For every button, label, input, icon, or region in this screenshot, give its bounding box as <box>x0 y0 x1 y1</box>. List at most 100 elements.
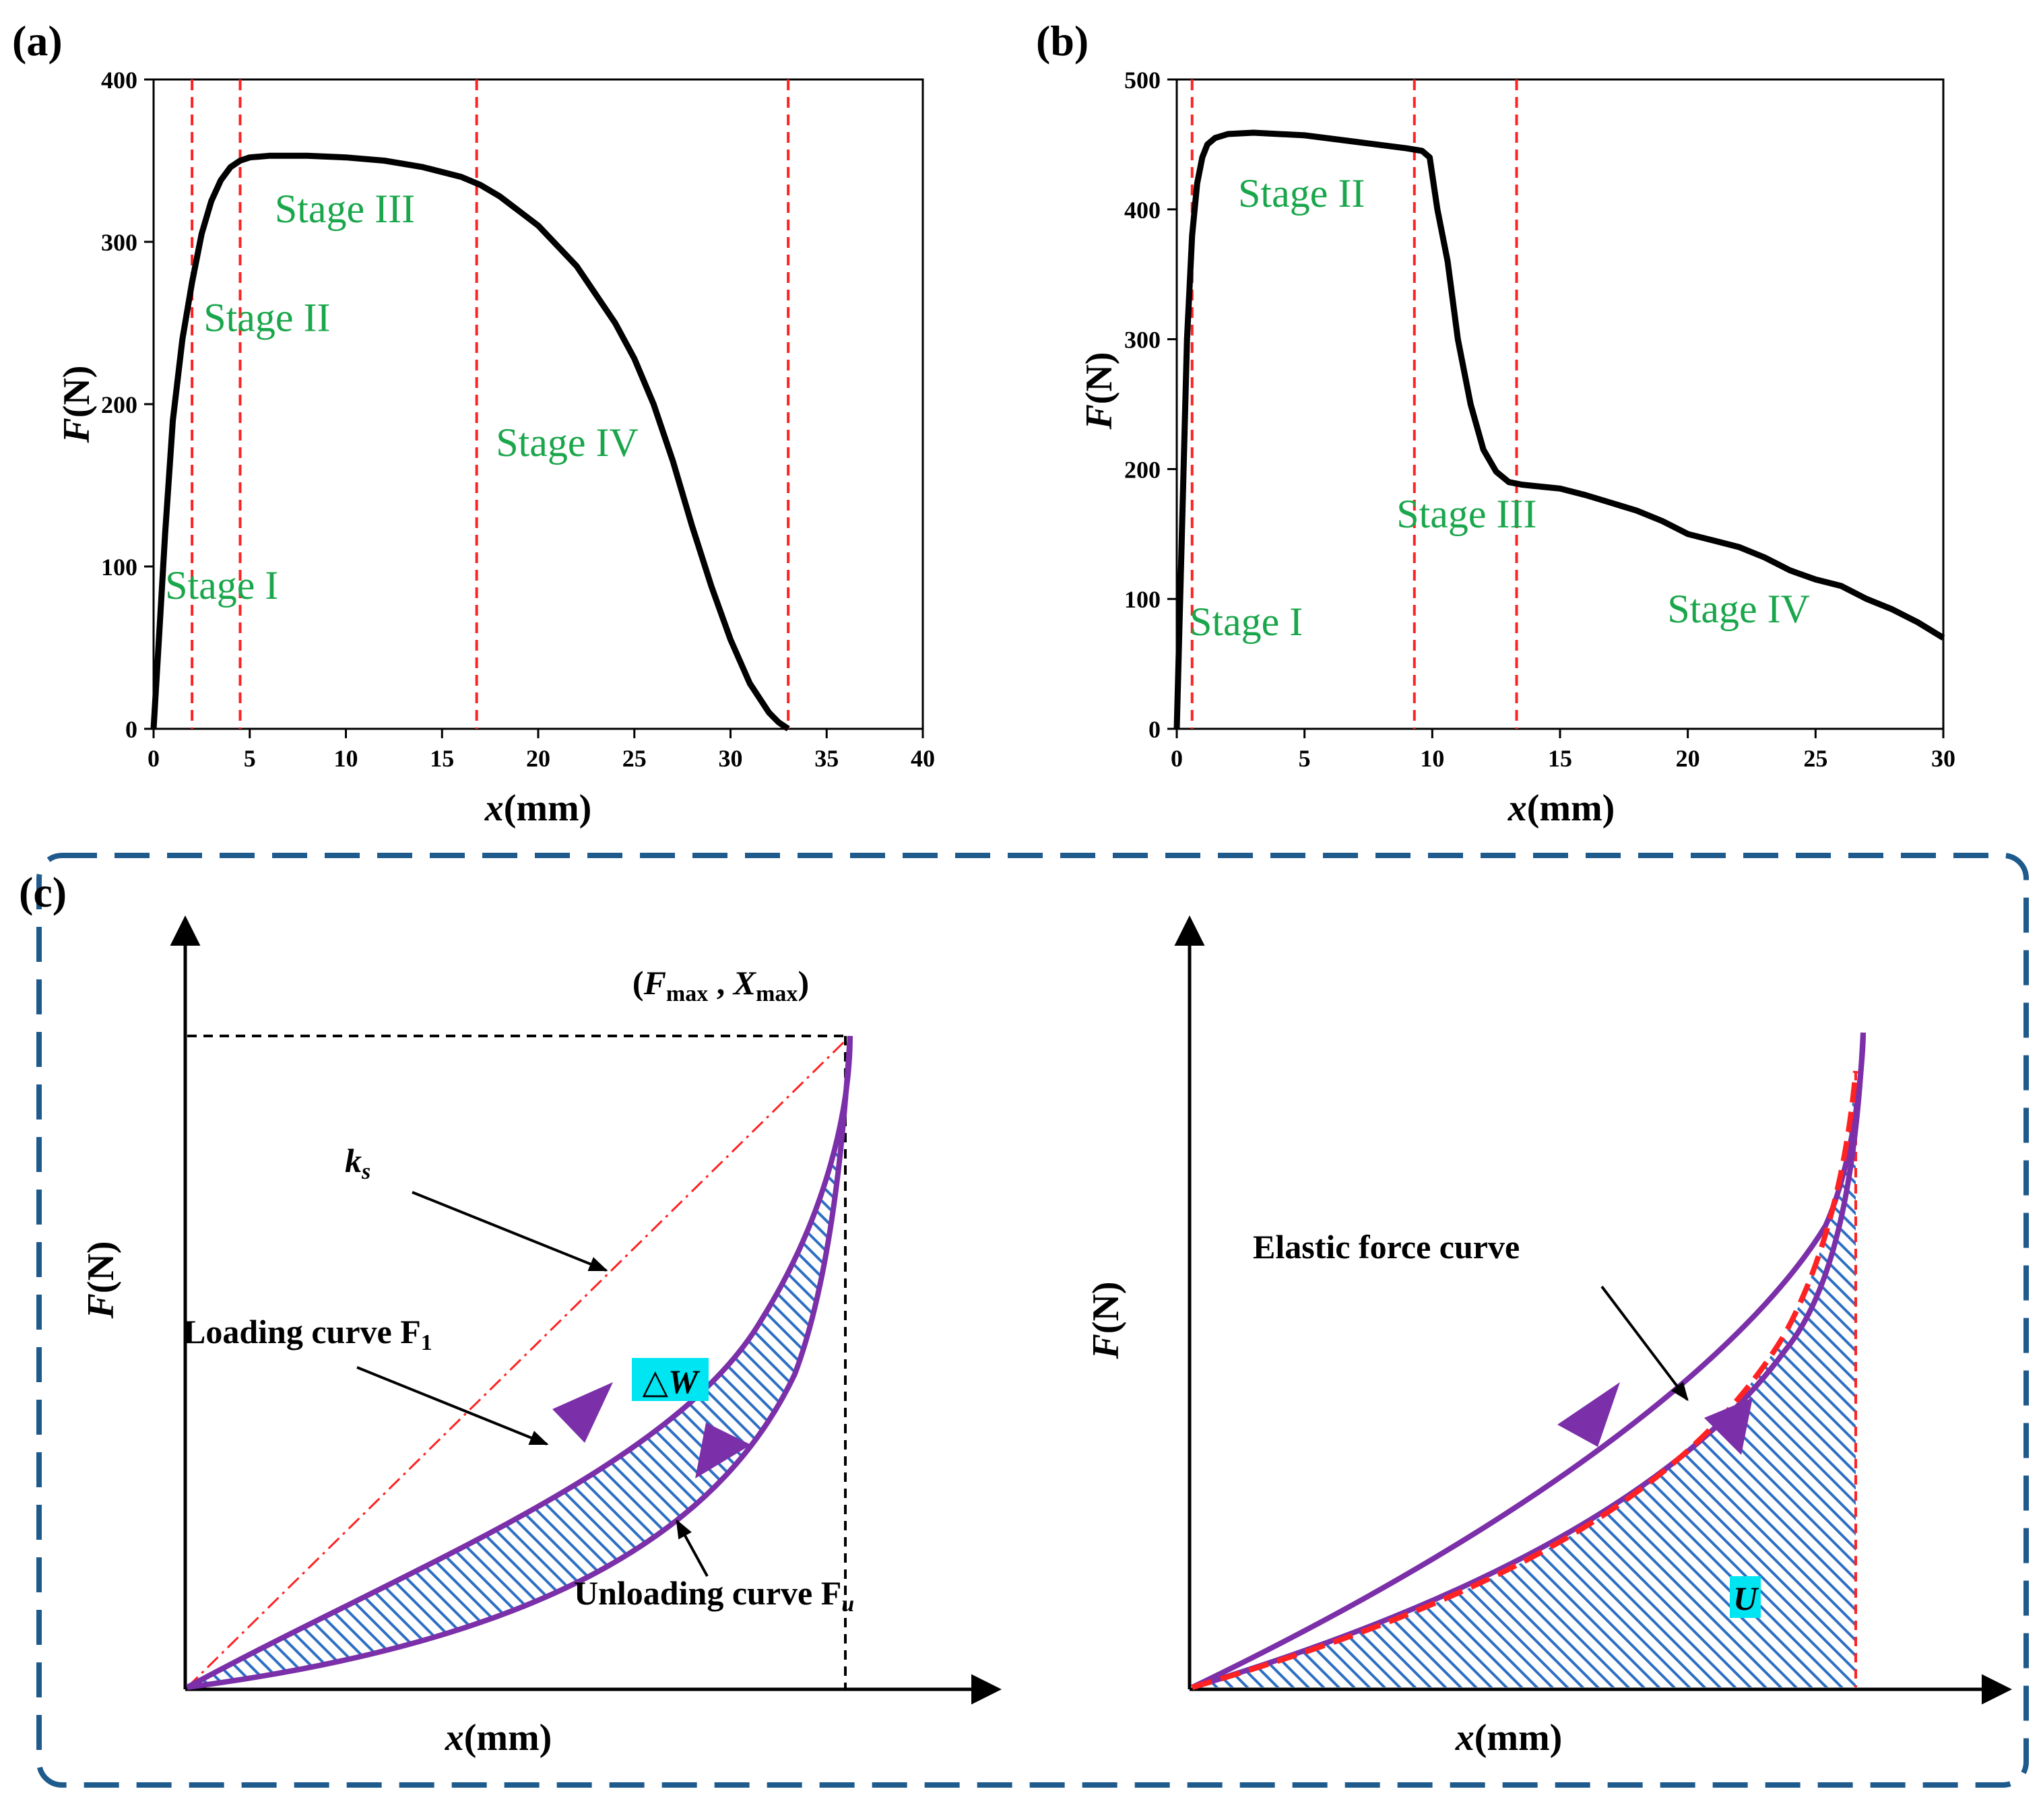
b-x-tick-label: 25 <box>1803 745 1827 772</box>
b-y-tick-label: 100 <box>1124 586 1161 613</box>
b-stage-label: Stage I <box>1190 599 1303 644</box>
c-left-loading-curve <box>186 1035 853 1690</box>
panel-a-stage-labels: Stage I Stage II Stage III Stage IV <box>165 187 639 608</box>
a-x-tick-label: 25 <box>622 745 647 772</box>
c-right-x-axis-title: x(mm) <box>1455 1717 1563 1759</box>
panel-b-x-var: x <box>1507 787 1527 829</box>
c-left-loading-label: Loading curve F1 <box>183 1313 432 1355</box>
panel-c-right-schematic: Elastic force curve U x(mm) F(N) <box>1085 915 2012 1759</box>
a-y-tick-label: 200 <box>101 391 137 418</box>
a-y-tick-label: 0 <box>125 716 137 743</box>
panel-a-x-unit: (mm) <box>504 787 592 829</box>
c-left-peak-label: (Fmax , Xmax) <box>633 964 809 1006</box>
panel-a-y-unit: (N) <box>56 365 98 418</box>
b-y-tick-label: 500 <box>1124 67 1161 94</box>
c-left-x-axis-title: x(mm) <box>445 1717 552 1759</box>
c-right-unloading-curve <box>1191 1032 1866 1690</box>
a-x-tick-label: 0 <box>148 745 160 772</box>
panel-c-left-schematic: △W (Fmax , Xmax) ks Loading curve F1 Unl… <box>80 915 1002 1759</box>
c-left-loading-text: Loading curve F <box>183 1313 421 1351</box>
c-right-elastic-curve <box>1191 1070 1858 1690</box>
c-left-ks-pointer <box>412 1191 608 1272</box>
a-y-tick-label: 100 <box>101 554 137 581</box>
c-left-peak-f: F <box>643 964 666 1002</box>
c-right-u-label: U <box>1733 1580 1759 1617</box>
c-left-loading-pointer <box>356 1366 549 1445</box>
a-x-tick-label: 15 <box>430 745 454 772</box>
panel-c: (c) △W (Fmax , Xmax) ks Loading curve F1… <box>19 853 2029 1788</box>
a-stage-label: Stage I <box>165 563 278 608</box>
c-left-delta-w-label: △W <box>643 1363 701 1400</box>
panel-a-plot-frame <box>152 78 924 730</box>
a-y-tick-label: 400 <box>101 67 137 94</box>
b-stage-label: Stage IV <box>1667 587 1810 631</box>
c-left-unloading-sub: u <box>841 1592 854 1617</box>
c-left-unloading-label: Unloading curve Fu <box>574 1574 854 1617</box>
a-stage-label: Stage II <box>203 296 330 340</box>
c-left-ks-label: ks <box>345 1142 370 1184</box>
panel-b-letter: (b) <box>1036 17 1089 65</box>
c-left-unloading-text: Unloading curve F <box>574 1574 841 1612</box>
c-right-u-highlight <box>1730 1576 1761 1618</box>
c-left-ks-k: k <box>345 1142 362 1179</box>
c-left-ks-line <box>186 1035 851 1689</box>
panel-b-x-unit: (mm) <box>1527 787 1615 829</box>
c-right-y-var: F <box>1085 1334 1127 1359</box>
c-right-elastic-pointer <box>1600 1285 1689 1402</box>
panel-a-stage-lines <box>191 79 790 729</box>
a-x-tick-label: 35 <box>814 745 839 772</box>
c-left-peak-f-sub: max <box>666 981 708 1006</box>
panel-b-x-axis-title: x(mm) <box>1507 787 1615 829</box>
panel-a-x-axis-title: x(mm) <box>484 787 592 829</box>
c-right-unloading-direction-arrow <box>1704 1398 1753 1455</box>
b-x-tick-label: 10 <box>1420 745 1444 772</box>
b-x-tick-label: 20 <box>1676 745 1700 772</box>
a-y-tick-label: 300 <box>101 229 137 256</box>
c-right-x-var: x <box>1455 1717 1474 1759</box>
c-left-unloading-curve <box>187 1035 853 1690</box>
b-y-tick-label: 200 <box>1124 456 1161 483</box>
c-left-unloading-direction-arrow <box>695 1423 751 1478</box>
c-right-loading-direction-arrow <box>1557 1382 1620 1447</box>
c-right-y-unit: (N) <box>1085 1281 1127 1334</box>
b-x-tick-label: 5 <box>1299 745 1311 772</box>
b-y-tick-label: 0 <box>1148 716 1161 743</box>
b-x-tick-label: 0 <box>1171 745 1183 772</box>
c-left-peak-x-sub: max <box>756 981 798 1006</box>
a-stage-label: Stage IV <box>496 420 639 465</box>
c-left-x-var: x <box>445 1717 464 1759</box>
c-left-x-unit: (mm) <box>464 1717 552 1759</box>
c-left-y-unit: (N) <box>80 1241 122 1293</box>
panel-b-y-var: F <box>1078 404 1120 430</box>
panel-c-letter: (c) <box>19 868 67 916</box>
panel-b-force-curve <box>1173 129 1945 729</box>
c-right-elastic-label: Elastic force curve <box>1253 1228 1520 1266</box>
a-x-tick-label: 5 <box>244 745 256 772</box>
panel-a-y-axis-title: F(N) <box>56 365 98 443</box>
panel-a-letter: (a) <box>12 17 63 65</box>
c-left-y-axis-title: F(N) <box>80 1241 122 1319</box>
panel-a-y-var: F <box>56 418 98 443</box>
panel-a-x-var: x <box>484 787 504 829</box>
panel-a-force-curve <box>150 152 790 732</box>
c-right-x-unit: (mm) <box>1474 1717 1563 1759</box>
panel-b-stage-lines <box>1190 79 1518 729</box>
b-y-tick-label: 300 <box>1124 327 1161 354</box>
c-left-unloading-pointer <box>676 1519 709 1577</box>
a-x-tick-label: 40 <box>911 745 935 772</box>
b-stage-label: Stage III <box>1396 492 1536 536</box>
panel-b-y-axis-title: F(N) <box>1078 352 1120 430</box>
a-x-tick-label: 30 <box>719 745 743 772</box>
c-left-loading-sub: 1 <box>421 1330 432 1355</box>
a-x-tick-label: 10 <box>334 745 358 772</box>
b-stage-label: Stage II <box>1238 171 1365 216</box>
a-stage-label: Stage III <box>275 187 415 231</box>
c-left-loading-direction-arrow <box>552 1382 613 1443</box>
c-left-ks-sub: s <box>361 1159 370 1184</box>
a-x-tick-label: 20 <box>526 745 550 772</box>
c-left-delta-w-highlight <box>632 1358 709 1401</box>
c-right-u-area <box>1192 1071 1856 1687</box>
